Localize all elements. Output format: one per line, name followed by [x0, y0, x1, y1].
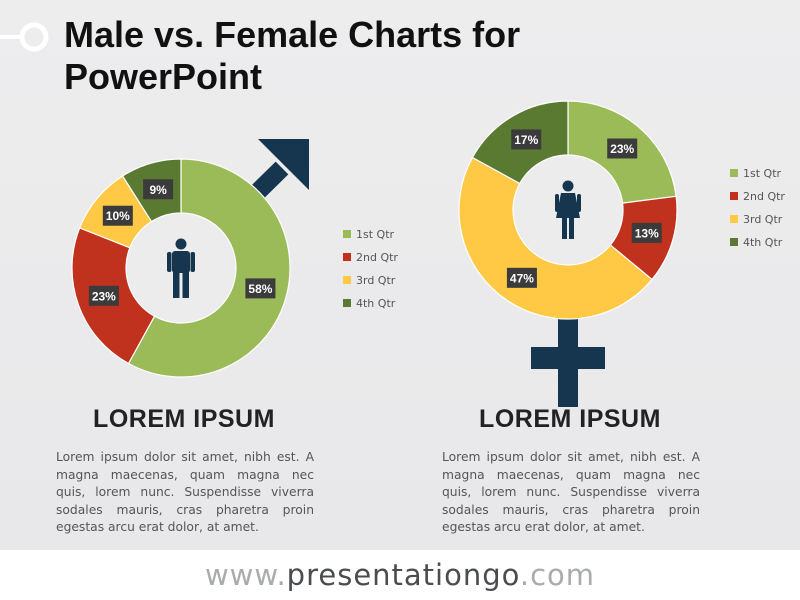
male-data-label-2: 23%	[88, 285, 119, 306]
male-legend-item-3: 3rd Qtr	[343, 274, 396, 287]
male-data-label-4: 9%	[143, 179, 174, 200]
svg-text:3rd Qtr: 3rd Qtr	[356, 274, 396, 287]
svg-text:1st Qtr: 1st Qtr	[356, 228, 395, 241]
male-data-label-1: 58%	[245, 278, 276, 299]
svg-text:4th Qtr: 4th Qtr	[356, 297, 396, 310]
female-legend-item-3: 3rd Qtr	[730, 213, 783, 226]
title-line-1: Male vs. Female Charts for	[64, 14, 521, 55]
male-description: Lorem ipsum dolor sit amet, nibh est. A …	[56, 450, 314, 534]
svg-text:17%: 17%	[514, 133, 538, 147]
title-ring-decoration	[0, 22, 49, 52]
female-legend-item-1: 1st Qtr	[730, 167, 782, 180]
svg-text:2nd Qtr: 2nd Qtr	[743, 190, 785, 203]
male-legend-item-4: 4th Qtr	[343, 297, 396, 310]
female-person-icon	[555, 180, 581, 239]
female-legend-item-2: 2nd Qtr	[730, 190, 785, 203]
footer-url[interactable]: www.presentationgo.com	[205, 558, 595, 592]
female-description: Lorem ipsum dolor sit amet, nibh est. A …	[442, 450, 700, 534]
svg-text:10%: 10%	[106, 209, 130, 223]
male-person-icon	[167, 238, 195, 298]
svg-text:9%: 9%	[149, 183, 167, 197]
male-heading: LOREM IPSUM	[93, 405, 275, 433]
female-data-label-1: 23%	[607, 138, 638, 159]
male-donut-chart: 58% 23% 10% 9% 1st Qtr 2nd Qtr 3rd Qtr 4th Qtr	[71, 139, 398, 378]
male-slice-1	[127, 158, 291, 378]
footer-url-brand: presentationgo	[286, 558, 520, 592]
female-data-label-4: 17%	[511, 129, 542, 150]
svg-text:23%: 23%	[92, 289, 116, 303]
female-legend-item-4: 4th Qtr	[730, 236, 783, 249]
svg-text:47%: 47%	[510, 271, 534, 285]
svg-text:2nd Qtr: 2nd Qtr	[356, 251, 398, 264]
svg-text:3rd Qtr: 3rd Qtr	[743, 213, 783, 226]
svg-text:4th Qtr: 4th Qtr	[743, 236, 783, 249]
male-data-label-3: 10%	[102, 205, 133, 226]
title-line-2: PowerPoint	[64, 56, 263, 97]
svg-text:1st Qtr: 1st Qtr	[743, 167, 782, 180]
page-title: Male vs. Female Charts for PowerPoint	[64, 14, 664, 98]
female-data-label-2: 13%	[631, 222, 662, 243]
svg-text:23%: 23%	[610, 142, 634, 156]
svg-text:13%: 13%	[635, 226, 659, 240]
male-legend-item-1: 1st Qtr	[343, 228, 395, 241]
footer-url-suffix: .com	[519, 558, 596, 592]
footer: www.presentationgo.com	[0, 550, 800, 600]
footer-url-prefix: www.	[204, 558, 287, 592]
female-data-label-3: 47%	[506, 267, 537, 288]
female-heading: LOREM IPSUM	[479, 405, 661, 433]
female-donut-chart: 23% 13% 47% 17% 1st Qtr 2nd Qtr 3rd Qtr 4th Qt…	[458, 100, 785, 407]
svg-text:58%: 58%	[248, 282, 272, 296]
male-legend-item-2: 2nd Qtr	[343, 251, 398, 264]
